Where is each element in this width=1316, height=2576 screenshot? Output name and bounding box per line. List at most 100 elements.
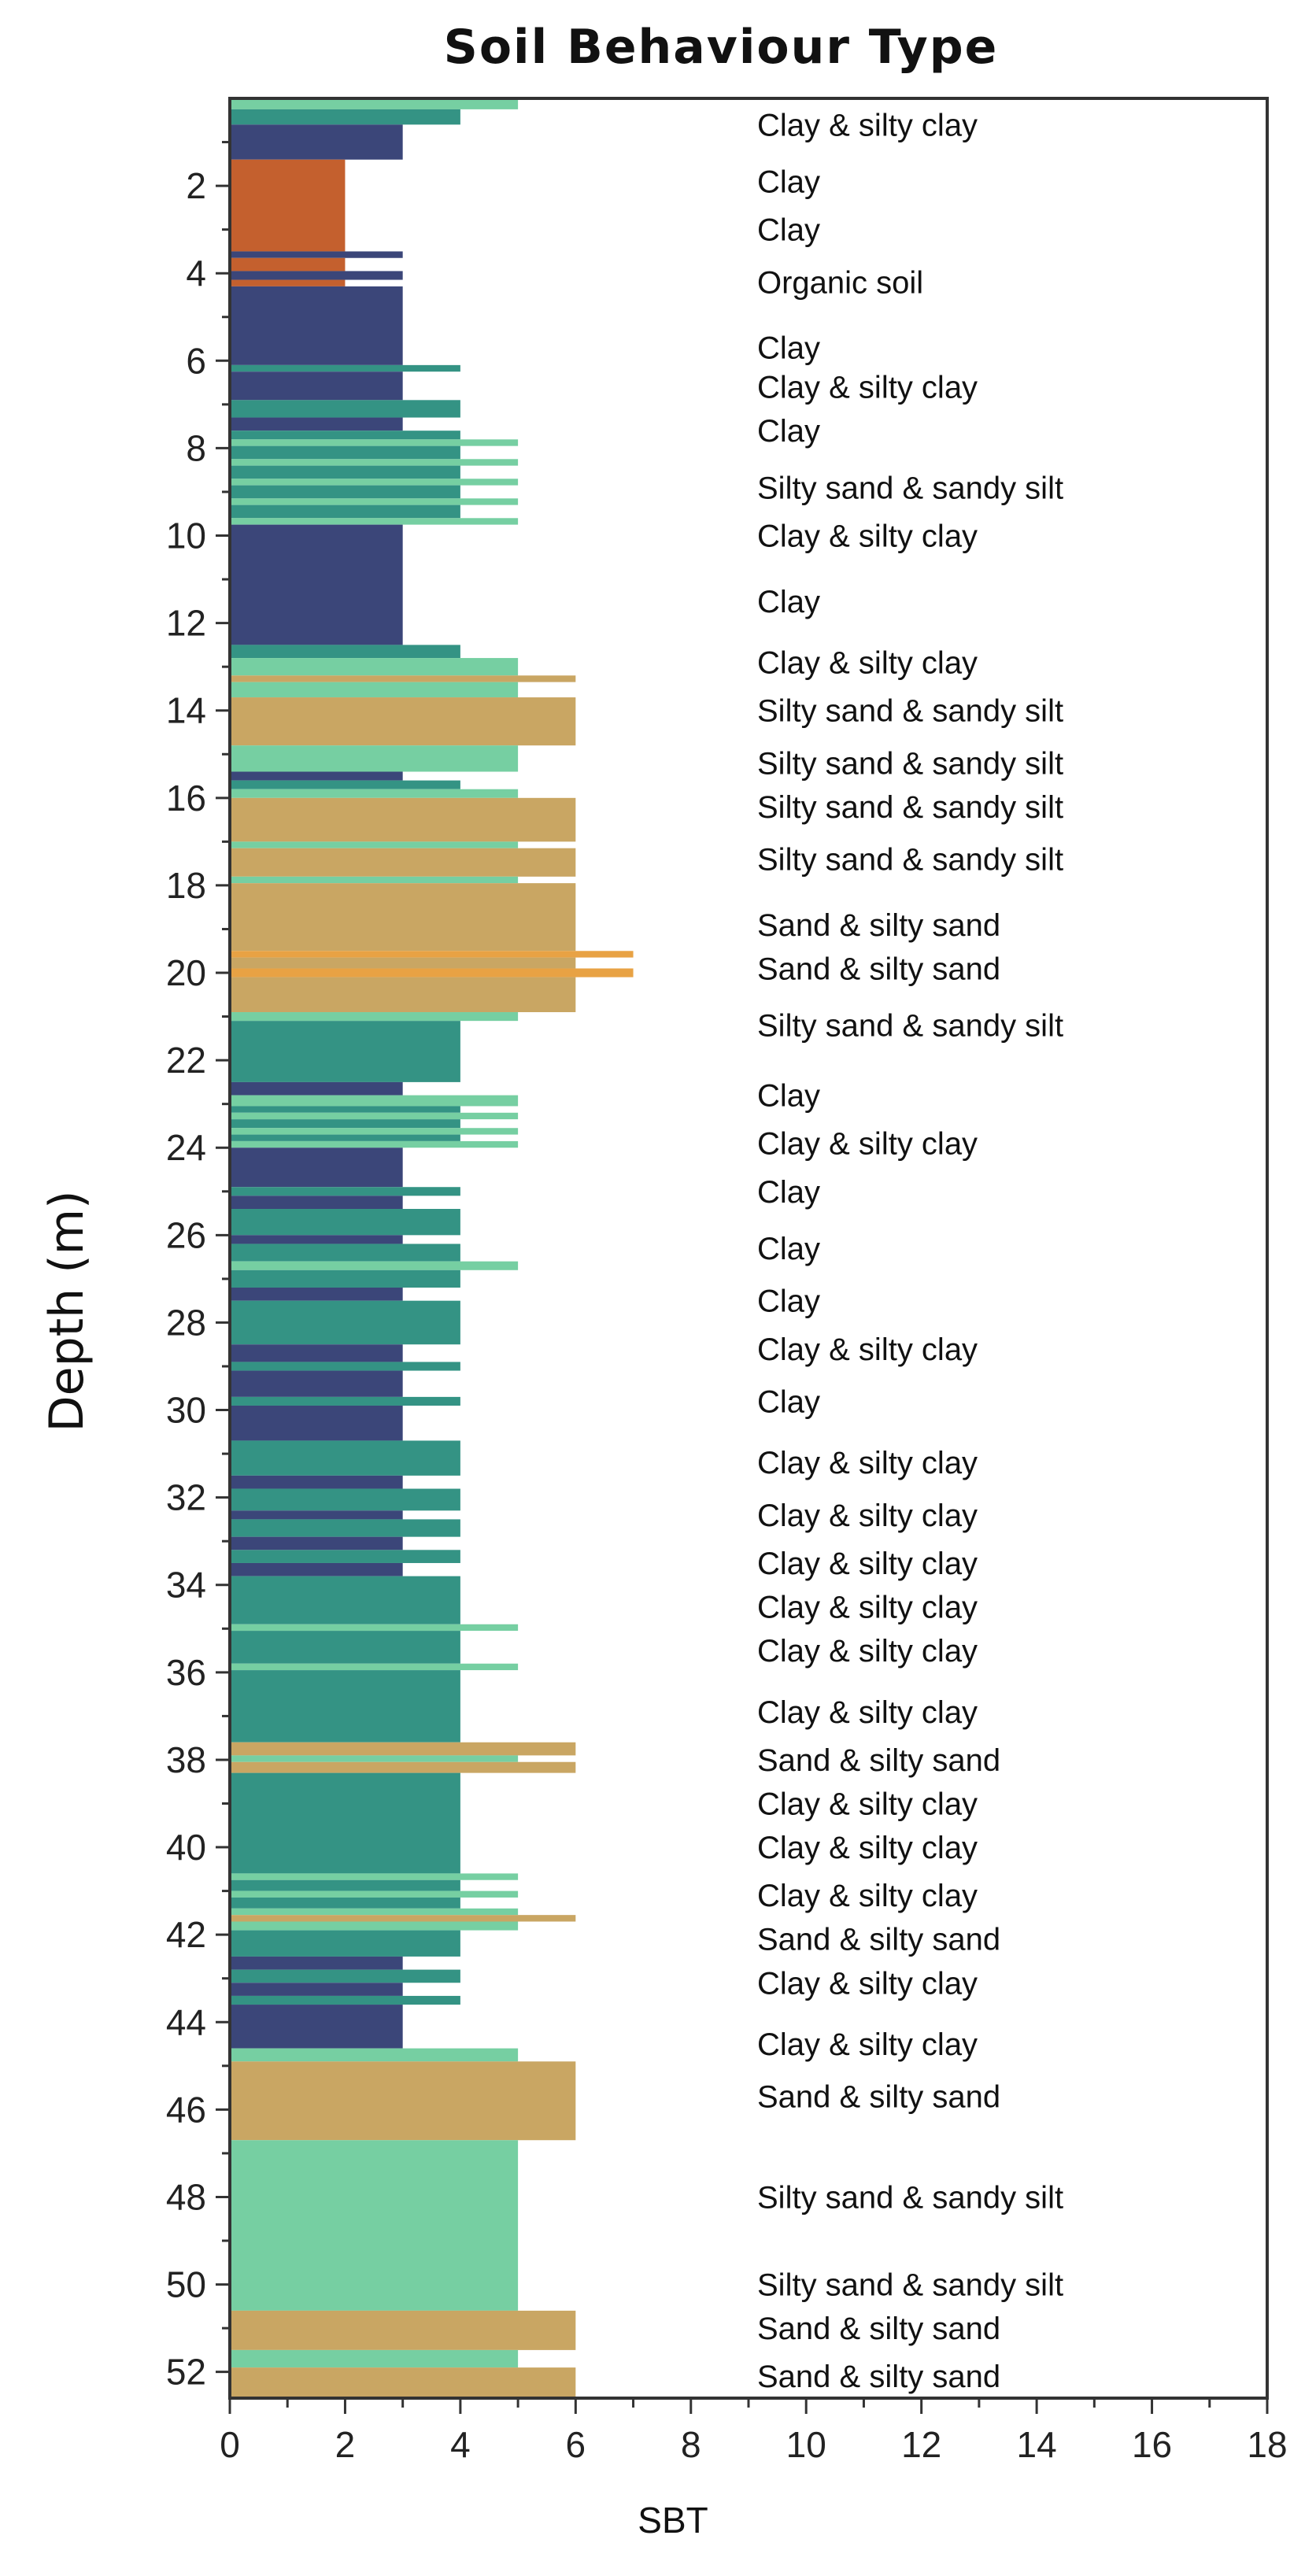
sbt-bar [230, 1187, 460, 1196]
sbt-bar [230, 1112, 519, 1120]
sbt-bar [230, 124, 403, 160]
sbt-bar [230, 1081, 403, 1096]
sbt-bar [230, 957, 576, 969]
soil-type-label: Clay [757, 585, 820, 619]
sbt-bar [230, 1663, 519, 1671]
x-tick-label: 8 [681, 2424, 701, 2465]
sbt-bar [230, 109, 460, 125]
sbt-bar [230, 1983, 403, 1996]
x-tick-label: 6 [566, 2424, 586, 2465]
y-tick-label: 46 [166, 2089, 206, 2130]
y-tick-label: 42 [166, 1914, 206, 1955]
soil-type-label: Clay & silty clay [757, 108, 978, 142]
soil-type-label: Clay & silty clay [757, 1787, 978, 1822]
chart-title: Soil Behaviour Type [444, 20, 999, 75]
soil-type-label: Clay [757, 414, 820, 449]
y-tick-label: 22 [166, 1040, 206, 1081]
y-tick-label: 16 [166, 778, 206, 819]
x-tick-label: 0 [220, 2424, 240, 2465]
soil-type-label: Silty sand & sandy silt [757, 746, 1063, 781]
y-tick-label: 44 [166, 2001, 206, 2042]
sbt-bar [230, 1879, 460, 1891]
soil-type-label: Sand & silty sand [757, 1923, 1000, 1957]
soil-type-label: Organic soil [757, 265, 923, 300]
sbt-bar [230, 771, 403, 781]
sbt-bar [230, 159, 346, 252]
soil-type-label: Clay & silty clay [757, 646, 978, 681]
sbt-bar [230, 2061, 576, 2141]
sbt-bar [230, 417, 403, 431]
y-tick-label: 50 [166, 2264, 206, 2305]
sbt-bar [230, 780, 460, 789]
sbt-bar [230, 465, 460, 479]
y-tick-label: 4 [186, 253, 206, 294]
sbt-bar [230, 251, 403, 258]
soil-type-label: Sand & silty sand [757, 2312, 1000, 2346]
sbt-bar [230, 1095, 519, 1107]
y-tick-label: 52 [166, 2352, 206, 2393]
sbt-bar [230, 1244, 460, 1262]
soil-type-label: Clay & silty clay [757, 1446, 978, 1480]
sbt-bar [230, 98, 519, 109]
sbt-bar [230, 479, 519, 486]
y-tick-label: 2 [186, 165, 206, 206]
sbt-bar [230, 1119, 460, 1129]
sbt-bar [230, 675, 576, 682]
y-tick-label: 10 [166, 516, 206, 556]
x-tick-label: 10 [786, 2424, 826, 2465]
sbt-bar [230, 364, 460, 372]
sbt-bar [230, 1755, 519, 1762]
sbt-bar [230, 1012, 519, 1022]
y-tick-label: 14 [166, 690, 206, 731]
soil-type-label: Clay & silty clay [757, 519, 978, 554]
sbt-bar [230, 797, 576, 842]
soil-type-label: Silty sand & sandy silt [757, 2268, 1063, 2303]
sbt-bar [230, 1370, 403, 1397]
sbt-bar [230, 682, 519, 698]
sbt-bar [230, 279, 346, 286]
y-axis: 2468101214161820222426283032343638404244… [166, 141, 230, 2393]
soil-type-label: Silty sand & sandy silt [757, 2180, 1063, 2215]
sbt-bar [230, 1761, 576, 1773]
sbt-bar [230, 1362, 460, 1371]
soil-type-label: Clay & silty clay [757, 1332, 978, 1367]
sbt-bar [230, 1261, 519, 1270]
y-tick-label: 26 [166, 1214, 206, 1255]
sbt-bar [230, 658, 519, 676]
bars-layer [230, 98, 634, 2398]
sbt-bar [230, 1235, 403, 1244]
sbt-bar [230, 1890, 519, 1898]
y-tick-label: 36 [166, 1652, 206, 1693]
sbt-bar [230, 1106, 460, 1113]
sbt-bar [230, 524, 403, 645]
y-axis-label: Depth (m) [39, 1190, 94, 1432]
y-tick-label: 38 [166, 1739, 206, 1780]
sbt-bar [230, 1300, 460, 1345]
sbt-bar [230, 1140, 519, 1148]
soil-type-label: Clay & silty clay [757, 1695, 978, 1730]
sbt-bar [230, 1908, 519, 1916]
sbt-bar [230, 439, 519, 446]
sbt-bar [230, 2005, 403, 2049]
soil-type-label: Clay & silty clay [757, 1127, 978, 1162]
sbt-bar [230, 431, 460, 440]
sbt-bar [230, 2048, 519, 2062]
sbt-bar [230, 951, 634, 958]
sbt-bar [230, 1576, 460, 1624]
sbt-bar [230, 697, 576, 746]
soil-type-label: Clay & silty clay [757, 1591, 978, 1625]
sbt-bar [230, 286, 403, 365]
sbt-bar [230, 485, 460, 499]
sbt-bar [230, 400, 460, 418]
sbt-bar [230, 645, 460, 659]
sbt-bar [230, 445, 460, 460]
x-axis-label: SBT [638, 2500, 708, 2541]
sbt-bar [230, 1550, 460, 1563]
sbt-bar [230, 883, 576, 952]
sbt-bar [230, 2349, 519, 2368]
sbt-bar [230, 1196, 403, 1210]
soil-type-label: Sand & silty sand [757, 952, 1000, 986]
y-tick-label: 8 [186, 427, 206, 468]
y-tick-label: 48 [166, 2176, 206, 2217]
sbt-bar [230, 271, 403, 280]
